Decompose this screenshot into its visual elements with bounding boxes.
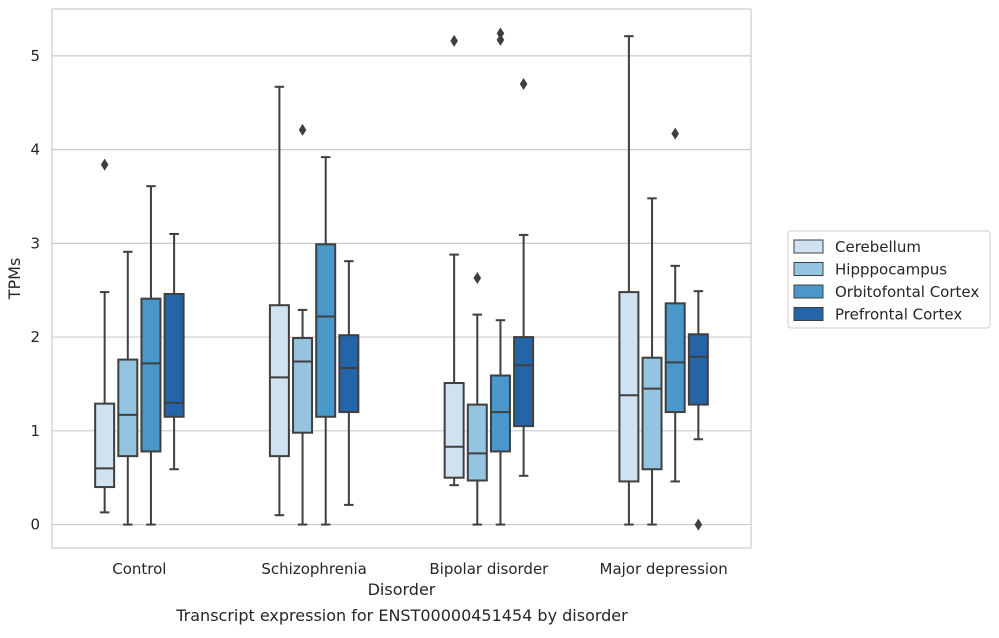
outlier-point bbox=[519, 77, 528, 90]
y-tick-label: 4 bbox=[30, 141, 40, 159]
box-group bbox=[94, 158, 116, 514]
box-rect bbox=[140, 297, 162, 453]
box-group bbox=[664, 127, 686, 483]
y-tick-label: 5 bbox=[30, 47, 40, 65]
box-group bbox=[618, 35, 640, 526]
y-tick-label: 1 bbox=[30, 422, 40, 440]
box-group bbox=[140, 185, 162, 526]
box-rect bbox=[315, 243, 337, 418]
outlier-point bbox=[671, 127, 680, 140]
legend-item: Orbitofontal Cortex bbox=[793, 283, 979, 301]
legend-swatch bbox=[793, 307, 824, 321]
box-rect bbox=[687, 333, 709, 406]
x-axis-label: Disorder bbox=[368, 580, 436, 599]
y-axis-label: TPMs bbox=[5, 258, 24, 301]
legend-item: Prefrontal Cortex bbox=[793, 306, 962, 324]
box-rect bbox=[268, 304, 290, 458]
box-rect bbox=[443, 382, 465, 479]
box-group bbox=[292, 123, 314, 526]
x-tick-label: Control bbox=[112, 560, 166, 578]
legend-label: Orbitofontal Cortex bbox=[835, 283, 979, 301]
y-tick-labels: 0 1 2 3 4 5 bbox=[30, 47, 40, 534]
box-rect bbox=[664, 302, 686, 414]
figure-caption: Transcript expression for ENST0000045145… bbox=[175, 606, 628, 625]
x-tick-label: Schizophrenia bbox=[261, 560, 366, 578]
box-rect bbox=[94, 402, 116, 489]
box-group bbox=[466, 272, 488, 526]
legend-label: Hipppocampus bbox=[835, 261, 947, 279]
box-rect bbox=[338, 334, 360, 414]
legend-swatch bbox=[793, 239, 824, 254]
x-tick-labels: Control Schizophrenia Bipolar disorder Majo… bbox=[112, 560, 727, 578]
outlier-point bbox=[100, 158, 109, 171]
box-rect bbox=[292, 337, 314, 434]
legend-swatch bbox=[793, 284, 824, 299]
y-tick-label: 2 bbox=[30, 328, 40, 346]
y-tick-label: 3 bbox=[30, 234, 40, 252]
box-rect bbox=[489, 374, 511, 453]
outlier-point bbox=[496, 27, 505, 40]
box-group bbox=[443, 34, 465, 487]
x-tick-label: Major depression bbox=[600, 560, 728, 578]
y-tick-label: 0 bbox=[30, 516, 40, 534]
box-rect bbox=[117, 358, 139, 458]
legend: Cerebellum Hipppocampus Orbitofontal Corte… bbox=[787, 230, 991, 329]
outlier-point bbox=[694, 518, 703, 531]
box-group bbox=[489, 27, 511, 526]
legend-label: Cerebellum bbox=[835, 238, 921, 256]
x-tick-label: Bipolar disorder bbox=[429, 560, 549, 578]
legend-label: Prefrontal Cortex bbox=[835, 306, 962, 324]
box-group bbox=[117, 250, 139, 526]
outlier-point bbox=[450, 34, 458, 47]
plot-frame bbox=[51, 8, 752, 549]
box-rect bbox=[466, 403, 488, 482]
box-group bbox=[687, 290, 709, 531]
outlier-point bbox=[496, 33, 505, 46]
box-group bbox=[163, 232, 185, 471]
legend-swatch bbox=[793, 262, 824, 276]
legend-item: Hipppocampus bbox=[793, 261, 947, 279]
box-group bbox=[641, 197, 663, 526]
legend-frame bbox=[787, 230, 991, 329]
box-rect bbox=[513, 336, 535, 428]
box-group bbox=[268, 85, 290, 517]
box-rect bbox=[163, 292, 185, 418]
box-rect bbox=[618, 291, 640, 483]
box-group bbox=[315, 156, 337, 526]
legend-item: Cerebellum bbox=[793, 238, 921, 256]
boxes bbox=[94, 27, 709, 531]
box-group bbox=[338, 260, 360, 506]
box-rect bbox=[641, 356, 663, 471]
outlier-point bbox=[298, 123, 307, 136]
box-group bbox=[513, 77, 535, 477]
outlier-point bbox=[473, 272, 482, 285]
